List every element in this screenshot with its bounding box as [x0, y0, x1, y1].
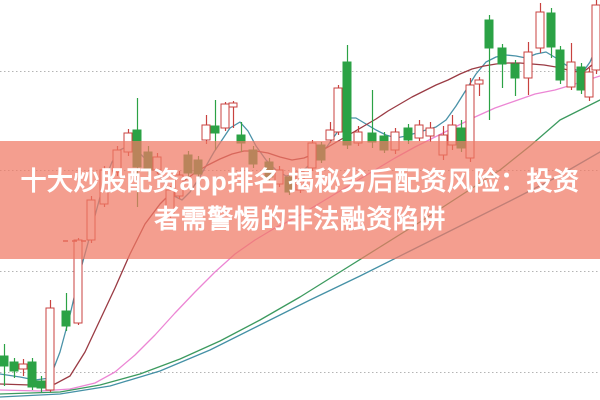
headline-banner: 十大炒股配资app排名 揭秘劣后配资风险：投资 者需警惕的非法融资陷阱	[0, 141, 600, 259]
headline-line-1: 十大炒股配资app排名 揭秘劣后配资风险：投资	[20, 166, 580, 196]
headline-line-2: 者需警惕的非法融资陷阱	[154, 204, 446, 234]
